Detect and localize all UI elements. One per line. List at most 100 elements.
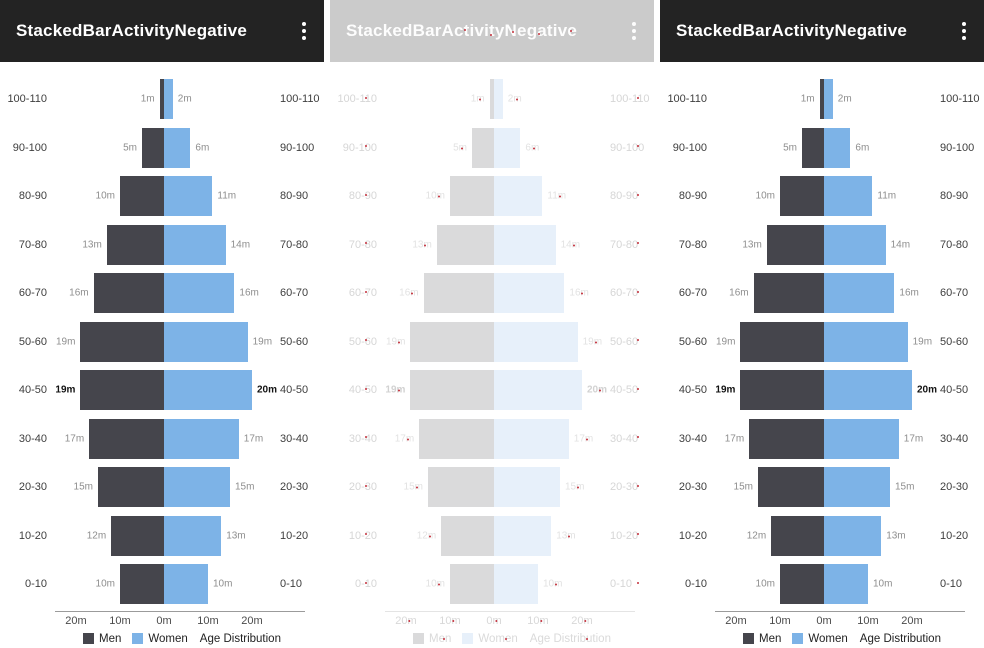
women-bar[interactable] (164, 176, 213, 217)
men-bar[interactable] (749, 418, 824, 459)
age-row: 90-100 5m 6m 90-100 (660, 124, 984, 173)
age-row: 50-60 19m 19m 50-60 (0, 318, 324, 367)
men-bar[interactable] (802, 127, 824, 168)
age-row: 20-30 15m 15m 20-30 (660, 463, 984, 512)
age-row: 90-100 5m 6m 90-100 (330, 124, 654, 173)
men-bar[interactable] (450, 564, 494, 605)
x-axis-tick: 10m (527, 614, 549, 627)
women-value-label: 6m (195, 142, 210, 154)
men-value-label: 1m (140, 93, 155, 105)
women-bar[interactable] (164, 418, 239, 459)
age-label-left: 80-90 (678, 190, 707, 203)
women-bar[interactable] (824, 370, 912, 411)
women-bar[interactable] (824, 127, 851, 168)
women-bar[interactable] (164, 127, 191, 168)
men-bar[interactable] (472, 127, 494, 168)
men-bar[interactable] (120, 564, 164, 605)
row-plot: 12m 13m (712, 512, 932, 561)
women-bar[interactable] (494, 467, 560, 508)
men-bar[interactable] (489, 79, 494, 120)
women-bar[interactable] (164, 273, 235, 314)
women-bar[interactable] (824, 418, 899, 459)
x-axis-tick: 20m (241, 614, 263, 627)
women-value-label: 13m (226, 530, 246, 542)
women-bar[interactable] (824, 273, 895, 314)
men-bar[interactable] (441, 515, 494, 556)
women-bar[interactable] (494, 176, 543, 217)
men-bar[interactable] (740, 321, 824, 362)
men-value-label: 5m (123, 142, 137, 154)
legend-label-women: Women (148, 632, 188, 645)
women-bar[interactable] (494, 370, 582, 411)
men-bar[interactable] (410, 370, 494, 411)
row-plot: 16m 16m (52, 269, 272, 318)
men-bar[interactable] (410, 321, 494, 362)
women-bar[interactable] (824, 224, 886, 265)
age-row: 60-70 16m 16m 60-70 (660, 269, 984, 318)
kebab-menu-icon[interactable] (626, 16, 642, 46)
men-bar[interactable] (419, 418, 494, 459)
women-bar[interactable] (164, 321, 248, 362)
women-bar[interactable] (824, 467, 890, 508)
women-bar[interactable] (164, 515, 222, 556)
age-label-left: 20-30 (678, 481, 707, 494)
men-bar[interactable] (423, 273, 494, 314)
men-value-label: 19m (55, 384, 76, 396)
women-bar[interactable] (164, 79, 173, 120)
kebab-menu-icon[interactable] (956, 16, 972, 46)
men-bar[interactable] (159, 79, 164, 120)
women-bar[interactable] (494, 418, 569, 459)
men-bar[interactable] (436, 224, 494, 265)
men-bar[interactable] (819, 79, 824, 120)
women-bar[interactable] (824, 79, 833, 120)
women-bar[interactable] (164, 467, 230, 508)
kebab-menu-icon[interactable] (296, 16, 312, 46)
women-bar[interactable] (494, 127, 521, 168)
women-bar[interactable] (824, 515, 882, 556)
legend: Men Women Age Distribution (20, 631, 344, 647)
women-bar[interactable] (494, 564, 538, 605)
age-label-left: 30-40 (330, 415, 382, 464)
x-axis-tick: 0m (486, 614, 502, 627)
men-swatch-icon (743, 633, 754, 644)
age-label-left: 70-80 (678, 238, 707, 251)
men-bar[interactable] (771, 515, 824, 556)
men-bar[interactable] (758, 467, 824, 508)
men-bar[interactable] (80, 321, 164, 362)
age-row: 40-50 19m 20m 40-50 (330, 366, 654, 415)
women-bar[interactable] (824, 176, 873, 217)
row-plot: 12m 13m (382, 512, 602, 561)
women-bar[interactable] (164, 224, 226, 265)
women-bar[interactable] (494, 321, 578, 362)
row-plot: 13m 14m (382, 221, 602, 270)
women-value-label: 17m (243, 433, 264, 445)
women-value-label: 20m (257, 384, 278, 396)
men-bar[interactable] (766, 224, 824, 265)
women-bar[interactable] (824, 321, 908, 362)
men-bar[interactable] (89, 418, 164, 459)
men-bar[interactable] (740, 370, 824, 411)
men-bar[interactable] (428, 467, 494, 508)
men-bar[interactable] (753, 273, 824, 314)
age-row: 70-80 13m 14m 70-80 (660, 221, 984, 270)
women-bar[interactable] (164, 564, 208, 605)
men-bar[interactable] (111, 515, 164, 556)
men-bar[interactable] (450, 176, 494, 217)
men-bar[interactable] (780, 564, 824, 605)
women-bar[interactable] (824, 564, 868, 605)
men-swatch-icon (83, 633, 94, 644)
men-bar[interactable] (106, 224, 164, 265)
women-bar[interactable] (164, 370, 252, 411)
men-value-label: 10m (95, 578, 115, 590)
women-bar[interactable] (494, 79, 503, 120)
women-bar[interactable] (494, 273, 565, 314)
men-bar[interactable] (98, 467, 164, 508)
women-bar[interactable] (494, 224, 556, 265)
women-value-label: 15m (895, 481, 915, 493)
men-bar[interactable] (142, 127, 164, 168)
men-bar[interactable] (80, 370, 164, 411)
men-bar[interactable] (93, 273, 164, 314)
men-bar[interactable] (120, 176, 164, 217)
women-bar[interactable] (494, 515, 552, 556)
men-bar[interactable] (780, 176, 824, 217)
